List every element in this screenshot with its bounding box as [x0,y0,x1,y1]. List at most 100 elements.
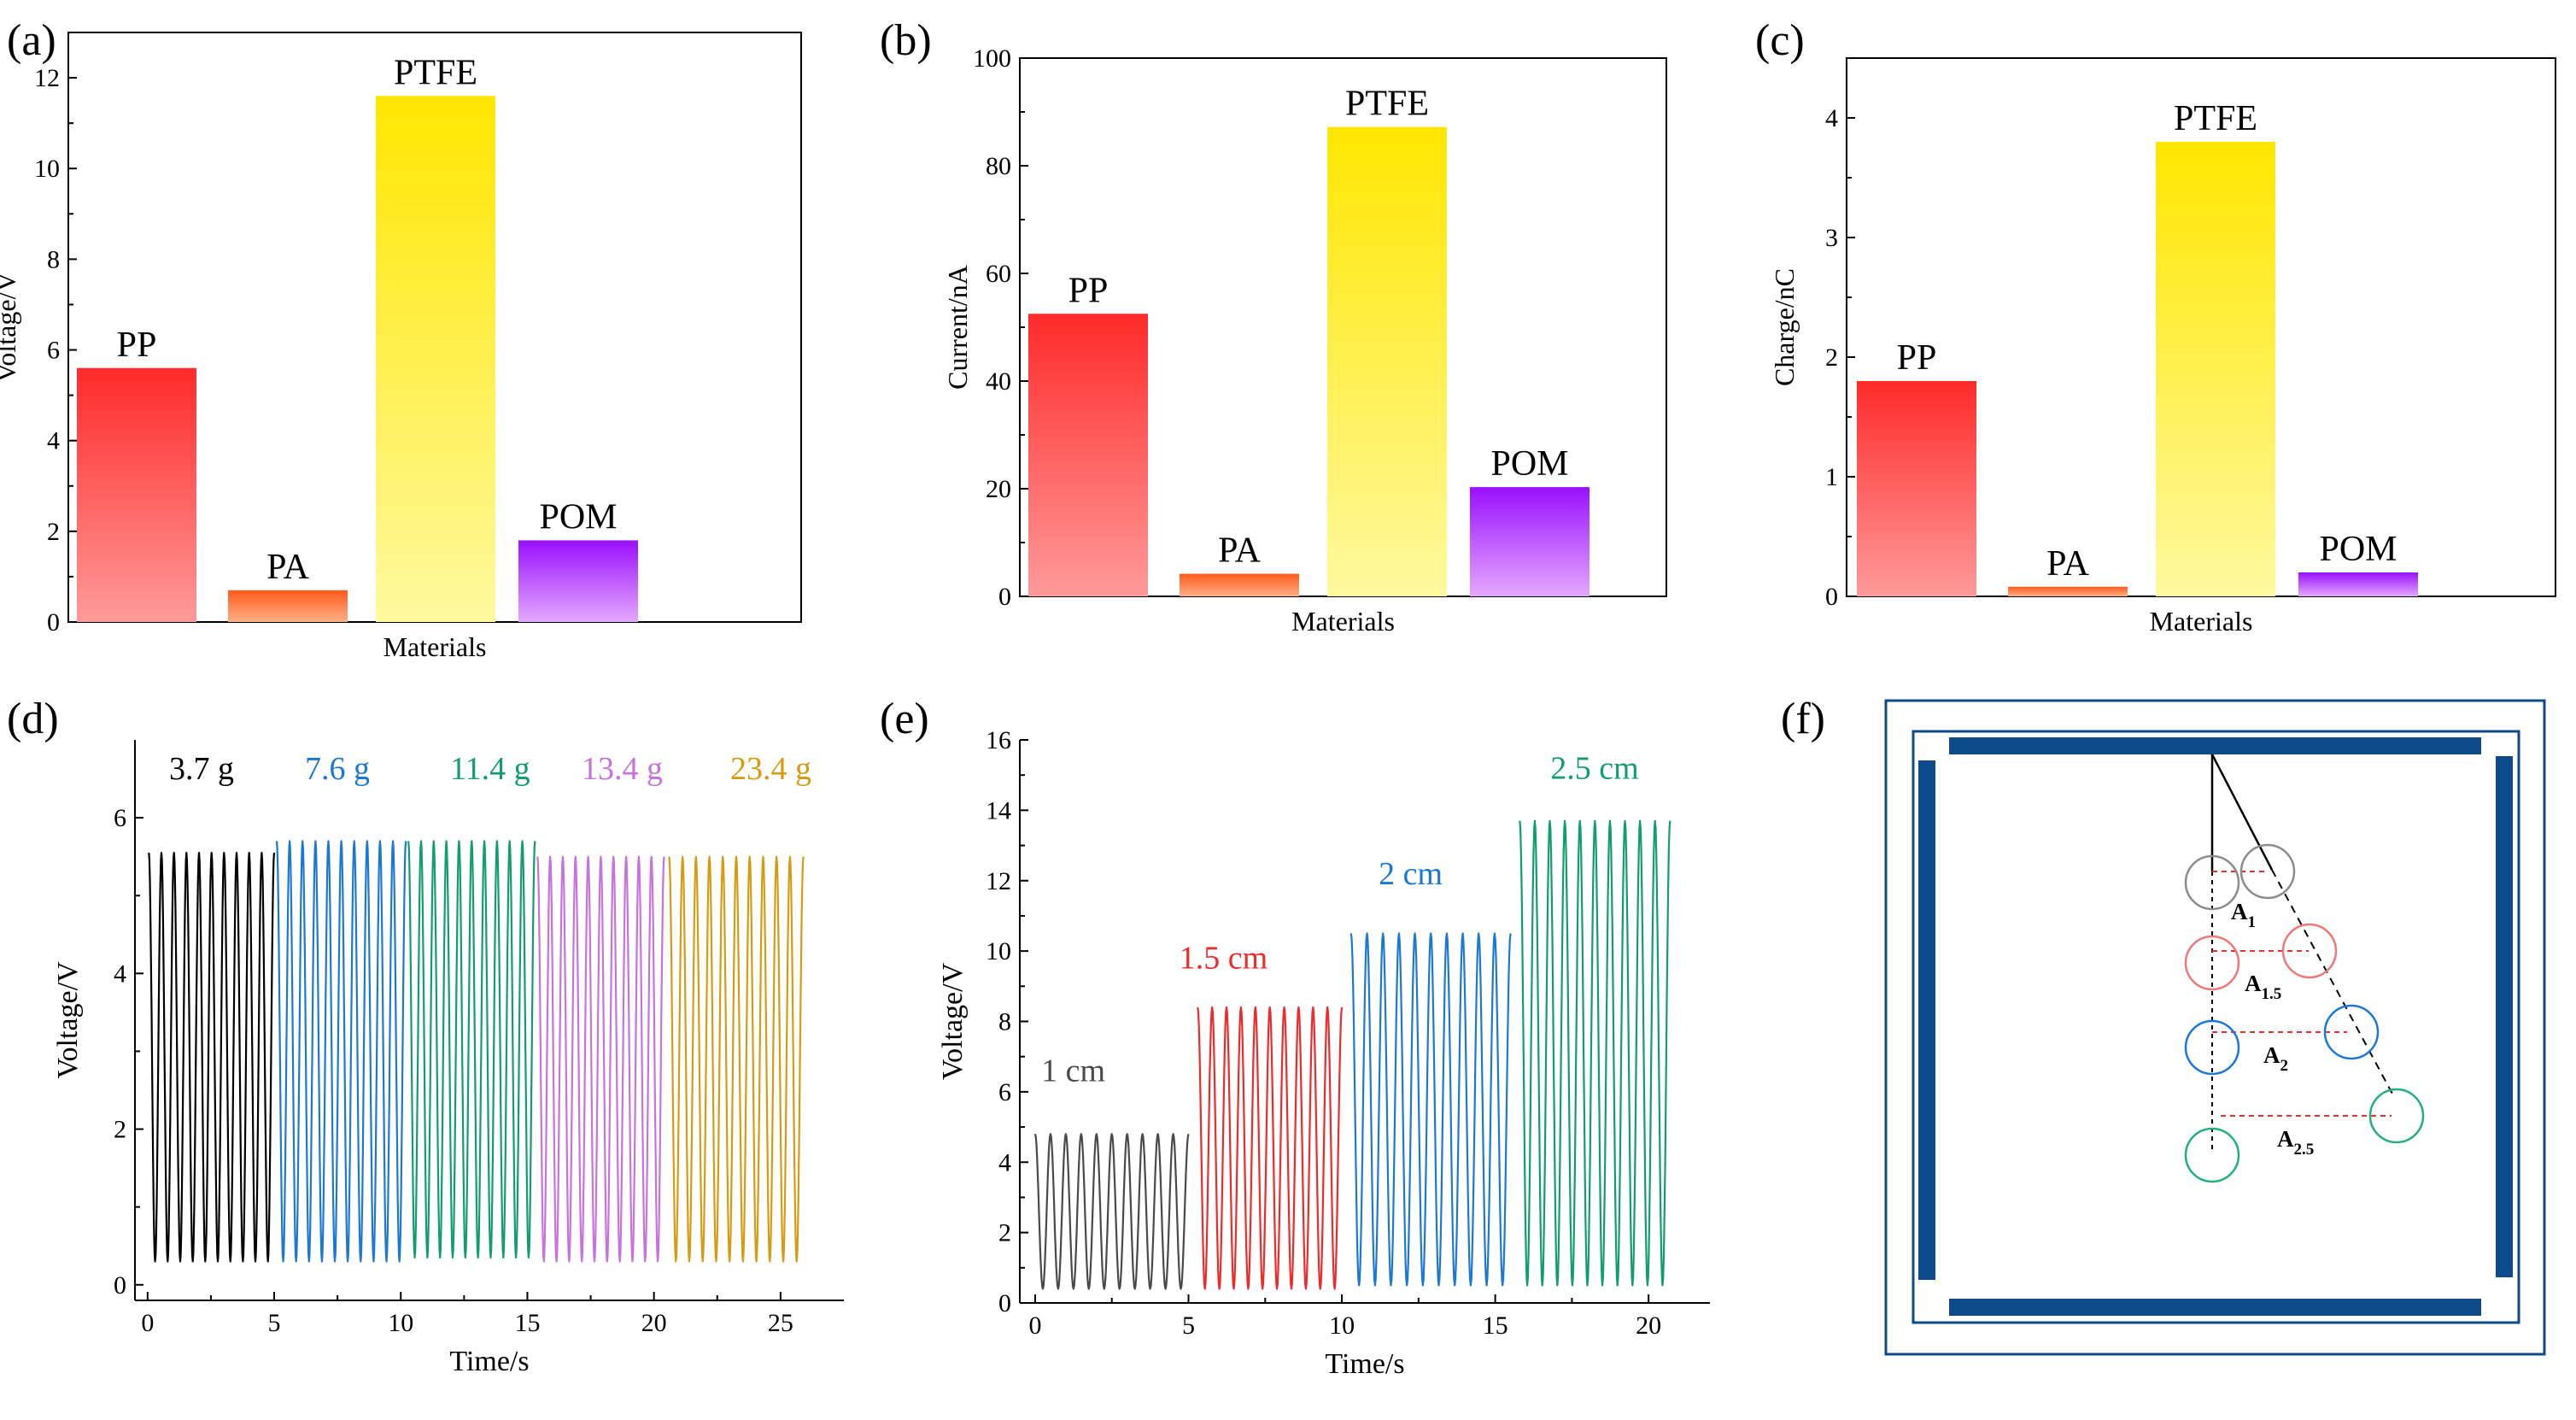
outer-frame [1884,699,2546,1356]
y-tick-label: 4 [47,427,60,455]
label-a1: A1 [2231,899,2256,931]
series-line-1-cm [1033,1133,1190,1290]
top-electrode [1949,737,2481,754]
series-line-13-4-g [536,855,665,1263]
series-label-2-cm: 2 cm [1379,856,1443,892]
bar-pp [1857,381,1976,596]
y-tick-label: 4 [114,959,126,988]
chart-d-mass-voltage-line: 0 2 4 6 0 5 10 15 20 25 Time/s Voltage/V 3.7 g 7.6 g 1… [52,740,844,1377]
ball-swing-1 [2239,843,2296,900]
y-tick-label: 4 [1825,104,1838,132]
bottom-electrode [1949,1299,2481,1316]
y-tick-label: 2 [47,518,60,546]
panel-label-e: (e) [880,695,929,743]
y-tick-label: 12 [34,64,60,92]
y-axis-label: Voltage/V [52,961,84,1079]
series-label-2-5-cm: 2.5 cm [1550,750,1638,786]
y-tick-label: 14 [986,796,1011,824]
x-axis-label: Time/s [1325,1348,1404,1380]
x-tick-label: 10 [388,1309,413,1337]
panel-label-b: (b) [880,16,932,65]
series-label-1-cm: 1 cm [1041,1053,1105,1089]
bar-label-ptfe: PTFE [1345,85,1429,124]
bar-label-pa: PA [266,548,310,587]
y-tick-label: 6 [114,804,126,832]
bar-ptfe [376,96,495,623]
legend-label-23-4-g: 23.4 g [730,751,811,787]
y-tick-label: 0 [998,583,1011,611]
series-line-23-4-g [668,855,805,1263]
legend-label-3-7-g: 3.7 g [169,751,234,787]
y-tick-label: 8 [998,1008,1011,1036]
x-tick-label: 15 [1483,1311,1508,1340]
x-axis-label: Materials [1291,606,1395,637]
y-tick-label: 100 [973,44,1011,73]
x-axis-label: Materials [383,631,487,662]
series-line-7-6-g [275,840,407,1263]
bar-pa [2008,586,2128,596]
label-a2: A2 [2263,1042,2288,1075]
bar-label-ptfe: PTFE [394,53,477,92]
bar-ptfe [1327,126,1447,596]
right-electrode [2496,756,2513,1277]
legend-label-7-6-g: 7.6 g [305,751,370,787]
y-tick-label: 2 [114,1116,126,1144]
ball-swing-1-5 [2281,923,2338,979]
x-tick-label: 5 [268,1309,281,1337]
series-line-2-cm [1349,932,1512,1287]
bar-pom [2298,572,2418,596]
bar-label-pp: PP [117,326,157,365]
x-tick-label: 0 [1028,1311,1041,1340]
y-tick-label: 1 [1825,463,1838,491]
x-tick-label: 0 [141,1309,154,1337]
svg-text:A1.5: A1.5 [2245,971,2281,1003]
ball-rest-1 [2184,854,2240,911]
panel-label-c: (c) [1755,16,1805,65]
bar-label-pa: PA [1218,531,1262,571]
legend-label-11-4-g: 11.4 g [450,751,530,787]
ball-rest-2-5 [2184,1127,2240,1183]
panel-label-a: (a) [7,16,56,65]
bar-label-pp: PP [1897,338,1937,378]
chart-a-voltage-bar: 0 2 4 6 8 10 12 PP PA PTFE POM Materials Voltage/V [0,32,802,662]
y-axis-label: Voltage/V [0,272,21,382]
svg-text:A2: A2 [2263,1042,2288,1075]
y-tick-label: 16 [986,726,1011,754]
bar-pom [518,540,638,622]
bar-label-pom: POM [1490,444,1568,484]
x-tick-label: 10 [1329,1311,1355,1340]
series-line-3-7-g [148,851,276,1263]
bar-pp [1028,314,1148,596]
y-tick-label: 12 [986,867,1011,895]
diagram-f-pendulum: A1 A1.5 A2 A2.5 [1884,699,2546,1356]
bar-ptfe [2156,142,2275,596]
left-electrode [1918,760,1935,1280]
y-tick-label: 0 [114,1271,126,1300]
y-tick-label: 2 [1825,343,1838,372]
y-tick-label: 6 [998,1078,1011,1106]
label-a1-5: A1.5 [2245,971,2281,1003]
series-line-2-5-cm [1519,819,1671,1287]
y-tick-label: 0 [998,1289,1011,1317]
ball-swing-2 [2323,1004,2380,1060]
ball-rest-2 [2184,1019,2240,1076]
bar-label-ptfe: PTFE [2174,99,2257,138]
series-label-1-5-cm: 1.5 cm [1180,941,1268,977]
x-tick-label: 20 [1636,1311,1661,1340]
bar-label-pom: POM [539,497,617,537]
x-tick-label: 20 [641,1309,667,1337]
x-tick-label: 5 [1182,1311,1195,1340]
y-tick-label: 0 [1825,583,1838,611]
bar-pa [228,590,348,622]
chart-c-charge-bar: 0 1 2 3 4 PP PA PTFE POM Materials Charge/nC [1769,57,2556,637]
swing-reference-line [2271,869,2394,1096]
svg-text:A1: A1 [2231,899,2256,931]
y-tick-label: 2 [998,1219,1011,1247]
y-tick-label: 4 [998,1148,1011,1176]
legend-label-13-4-g: 13.4 g [582,751,663,787]
x-axis-label: Time/s [449,1346,529,1377]
bar-label-pom: POM [2319,530,2397,569]
x-tick-label: 15 [514,1309,540,1337]
y-axis-label: Charge/nC [1769,268,1800,386]
